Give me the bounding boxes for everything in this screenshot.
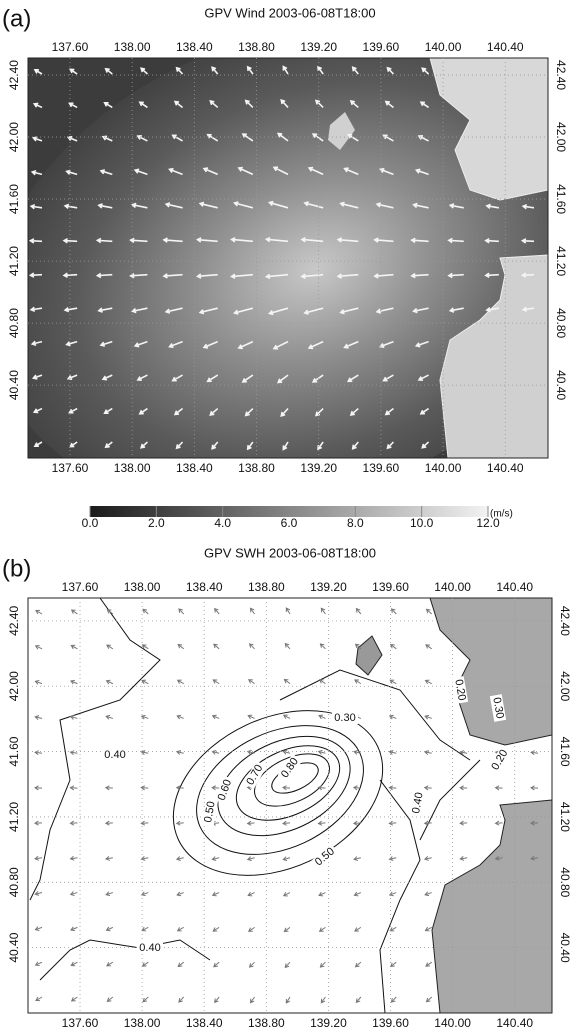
- y-tick-label: 42.00: [7, 122, 21, 152]
- x-tick-label: 138.00: [114, 461, 151, 475]
- figure: (a) GPV Wind 2003-06-08T18:00 137.60 137.…: [0, 0, 576, 1030]
- x-tick-label: 138.80: [248, 580, 285, 594]
- y-tick-label: 42.00: [554, 122, 568, 152]
- x-tick-label: 138.00: [114, 40, 151, 54]
- map-b: [28, 598, 552, 1013]
- y-tick-label: 41.20: [554, 246, 568, 276]
- colorbar-tick-label: 2.0: [148, 516, 165, 530]
- y-tick-label: 41.60: [558, 737, 572, 767]
- y-tick-label: 42.40: [7, 60, 21, 90]
- x-tick-label: 139.20: [300, 461, 337, 475]
- y-tick-label: 41.20: [558, 802, 572, 832]
- panel-label: (b): [2, 555, 31, 582]
- y-tick-label: 40.40: [7, 370, 21, 400]
- y-tick-label: 42.00: [7, 671, 21, 701]
- x-tick-label: 140.40: [496, 580, 533, 594]
- x-tick-label: 137.60: [62, 1016, 99, 1030]
- x-tick-label: 139.60: [372, 580, 409, 594]
- colorbar-tick-label: 10.0: [410, 516, 434, 530]
- y-tick-label: 42.00: [558, 671, 572, 701]
- x-tick-label: 139.20: [310, 1016, 347, 1030]
- y-tick-label: 41.60: [554, 184, 568, 214]
- x-tick-label: 137.60: [62, 580, 99, 594]
- x-tick-label: 140.40: [487, 461, 524, 475]
- x-tick-label: 138.80: [248, 1016, 285, 1030]
- colorbar-unit: (m/s): [490, 509, 513, 520]
- panel-title: GPV Wind 2003-06-08T18:00: [204, 5, 375, 20]
- x-tick-label: 140.40: [496, 1016, 533, 1030]
- colorbar-tick-label: 6.0: [281, 516, 298, 530]
- y-tick-label: 42.40: [7, 606, 21, 636]
- x-tick-label: 140.00: [425, 40, 462, 54]
- x-tick-label: 140.00: [434, 1016, 471, 1030]
- x-tick-label: 138.00: [124, 1016, 161, 1030]
- panel-title: GPV SWH 2003-06-08T18:00: [204, 545, 376, 560]
- x-tick-label: 138.40: [176, 461, 213, 475]
- x-tick-label: 138.80: [238, 461, 275, 475]
- x-tick-label: 140.00: [425, 461, 462, 475]
- y-tick-label: 41.60: [7, 184, 21, 214]
- colorbar-tick-label: 8.0: [347, 516, 364, 530]
- x-tick-label: 137.60: [52, 461, 89, 475]
- contour-label: 0.40: [104, 749, 125, 761]
- y-tick-label: 40.40: [558, 933, 572, 963]
- y-tick-label: 40.80: [7, 308, 21, 338]
- x-tick-label: 138.00: [124, 580, 161, 594]
- x-tick-label: 137.60: [52, 40, 89, 54]
- x-tick-label: 140.00: [434, 580, 471, 594]
- colorbar-tick-label: 0.0: [82, 516, 99, 530]
- x-tick-label: 139.60: [363, 40, 400, 54]
- x-tick-label: 138.40: [186, 580, 223, 594]
- x-tick-label: 140.40: [487, 40, 524, 54]
- panel-label: (a): [2, 5, 31, 32]
- colorbar-tick-label: 4.0: [214, 516, 231, 530]
- contour-label: 0.40: [139, 942, 160, 954]
- y-tick-label: 41.20: [7, 802, 21, 832]
- x-tick-label: 139.60: [363, 461, 400, 475]
- y-tick-label: 42.40: [558, 606, 572, 636]
- y-tick-label: 40.40: [554, 370, 568, 400]
- y-tick-label: 41.60: [7, 736, 21, 766]
- y-tick-label: 40.80: [558, 867, 572, 897]
- map-a: [0, 0, 576, 591]
- y-tick-label: 40.80: [554, 308, 568, 338]
- x-tick-label: 138.40: [176, 40, 213, 54]
- contour-label: 0.30: [334, 712, 355, 724]
- x-tick-label: 139.20: [310, 580, 347, 594]
- y-tick-label: 42.40: [554, 60, 568, 90]
- y-tick-label: 40.40: [7, 932, 21, 962]
- y-tick-label: 40.80: [7, 867, 21, 897]
- x-tick-label: 138.40: [186, 1016, 223, 1030]
- y-tick-label: 41.20: [7, 246, 21, 276]
- x-tick-label: 139.60: [372, 1016, 409, 1030]
- x-tick-label: 138.80: [238, 40, 275, 54]
- x-tick-label: 139.20: [300, 40, 337, 54]
